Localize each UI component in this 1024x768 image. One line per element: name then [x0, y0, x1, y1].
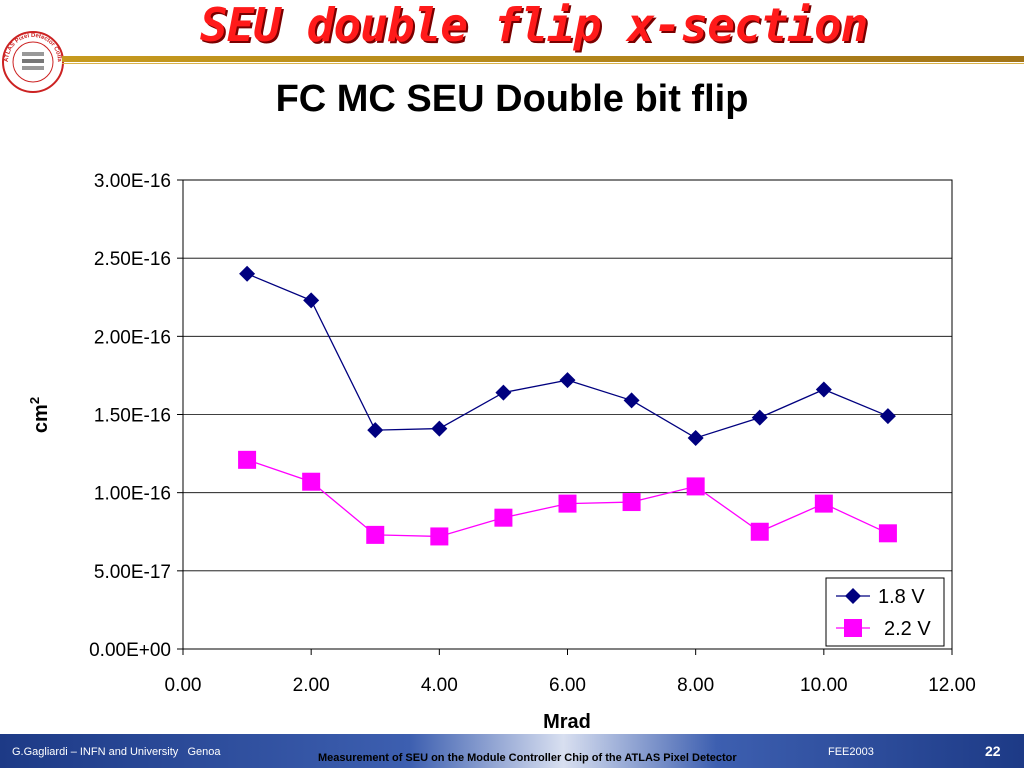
data-point-series-2	[494, 508, 513, 527]
legend: 1.8 V 2.2 V	[825, 577, 945, 647]
header-rule	[62, 56, 1024, 62]
footer: G.Gagliardi – INFN and University Genoa …	[0, 734, 1024, 768]
data-point-series-1	[559, 372, 576, 389]
data-point-series-2	[366, 525, 385, 544]
data-point-series-1	[687, 429, 704, 446]
slide-title: SEU double flip x-section	[200, 0, 868, 52]
data-point-series-2	[814, 494, 833, 513]
y-tick-label: 2.00E-16	[94, 327, 171, 348]
data-point-series-1	[623, 392, 640, 409]
series-layer	[238, 265, 897, 546]
footer-author: G.Gagliardi – INFN and University Genoa	[12, 746, 221, 758]
y-tick-label: 1.50E-16	[94, 406, 171, 427]
y-tick-label: 2.50E-16	[94, 249, 171, 270]
data-point-series-1	[239, 265, 256, 282]
legend-label-2: 2.2 V	[884, 618, 931, 640]
x-tick-label: 6.00	[549, 675, 586, 696]
data-point-series-2	[686, 477, 705, 496]
y-tick-label: 0.00E+00	[89, 640, 171, 661]
data-point-series-1	[431, 420, 448, 437]
x-tick-label: 10.00	[800, 675, 848, 696]
y-tick-label: 5.00E-17	[94, 562, 171, 583]
data-point-series-2	[430, 527, 449, 546]
x-tick-label: 12.00	[928, 675, 976, 696]
x-tick-label: 0.00	[165, 675, 202, 696]
data-point-series-2	[750, 522, 769, 541]
data-point-series-2	[558, 494, 577, 513]
atlas-pixel-logo: ATLAS Pixel Detector Collaboration	[0, 22, 64, 93]
data-point-series-2	[238, 450, 257, 469]
data-point-series-1	[751, 409, 768, 426]
gridlines	[183, 257, 952, 572]
legend-marker-diamond	[845, 588, 861, 604]
x-axis-title: Mrad	[543, 711, 591, 733]
legend-marker-square	[844, 619, 862, 637]
y-tick-label: 1.00E-16	[94, 484, 171, 505]
data-point-series-1	[495, 384, 512, 401]
x-tick-label: 4.00	[421, 675, 458, 696]
legend-label-1: 1.8 V	[878, 586, 925, 608]
footer-page-number: 22	[985, 743, 1001, 759]
data-point-series-1	[367, 422, 384, 439]
y-tick-label: 3.00E-16	[94, 171, 171, 192]
data-point-series-1	[303, 292, 320, 309]
y-axis-ticks: 0.00E+00 5.00E-17 1.00E-16 1.50E-16 2.00E-16…	[89, 171, 183, 661]
x-tick-label: 8.00	[677, 675, 714, 696]
data-point-series-2	[878, 524, 897, 543]
data-point-series-2	[302, 472, 321, 491]
header-rule-thin	[62, 63, 1024, 64]
chart: 0.00E+00 5.00E-17 1.00E-16 1.50E-16 2.00E-16…	[27, 171, 976, 733]
y-axis-title: cm2	[27, 397, 52, 433]
x-tick-label: 2.00	[293, 675, 330, 696]
data-point-series-1	[815, 381, 832, 398]
x-axis-ticks: 0.00 2.00 4.00 6.00 8.00 10.00 12.00	[165, 649, 976, 696]
data-point-series-1	[879, 408, 896, 425]
footer-center-text: Measurement of SEU on the Module Control…	[318, 752, 737, 764]
chart-title: FC MC SEU Double bit flip	[275, 78, 749, 120]
footer-conference: FEE2003	[828, 746, 874, 758]
data-point-series-2	[622, 493, 641, 512]
